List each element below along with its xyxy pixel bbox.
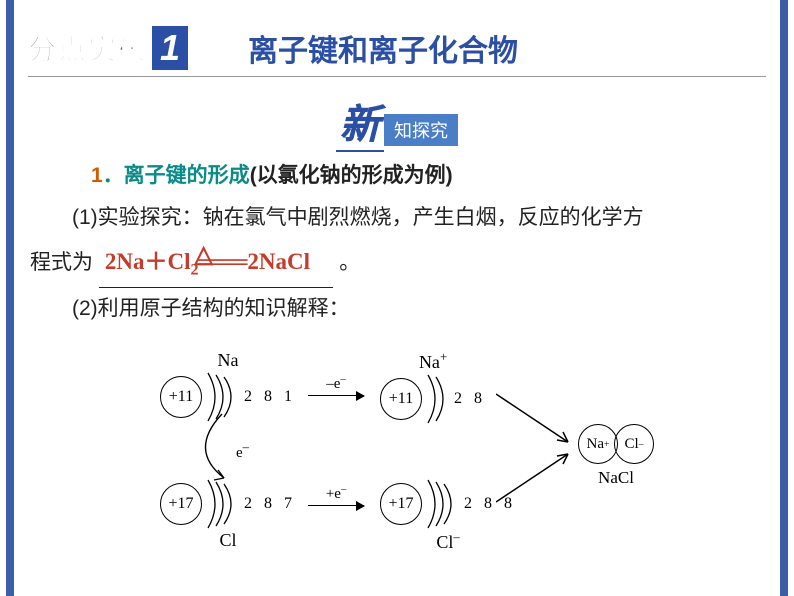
equation: 2Na＋Cl2═══2NaCl △ <box>105 249 316 274</box>
cl-label: Cl <box>160 530 296 551</box>
header: 分点突破 1 离子键和离子化合物 <box>28 26 766 77</box>
badge-num: 1 <box>152 26 188 70</box>
side-bar-left <box>6 0 14 596</box>
section-title-a: ．离子键的形成 <box>103 164 250 187</box>
equation-underline: 2Na＋Cl2═══2NaCl △ <box>99 239 334 288</box>
header-badge: 分点突破 1 <box>28 26 188 70</box>
na-plus-shells-icon <box>424 373 452 425</box>
curve-arrow: e– <box>194 410 284 493</box>
arrow-cl-label: +e– <box>326 484 346 503</box>
para1: 缩缩(1)实验探究：钠在氯气中剧烈燃烧，产生白烟，反应的化学方 <box>30 197 744 239</box>
badge-text: 分点突破 <box>28 28 148 68</box>
nacl-circles: Na+ Cl– <box>580 424 652 464</box>
para1-line2: 程式为 2Na＋Cl2═══2NaCl △ 。 <box>30 239 744 288</box>
arrow-na: –e– <box>308 374 364 396</box>
page-title: 离子键和离子化合物 <box>248 26 518 70</box>
arrow-line-icon <box>308 395 364 396</box>
para1-lead: (1)实验探究：钠在氯气中剧烈燃烧，产生白烟，反应的化学方 <box>72 206 644 229</box>
cl-minus-nucleus: +17 <box>380 483 422 525</box>
na-plus-nucleus: +11 <box>380 378 422 420</box>
section-num: 1 <box>91 164 103 187</box>
cl-minus-label: Cl– <box>380 530 516 553</box>
na-label: Na <box>160 350 296 371</box>
sub-badge-side: 知探究 <box>384 114 458 146</box>
arrow-na-label: –e– <box>326 374 345 393</box>
ion-na: Na+ <box>578 424 618 464</box>
sub-badge: 新 知探究 <box>336 92 458 152</box>
nacl-product: Na+ Cl– NaCl <box>580 424 652 488</box>
cl-electrons: 2 8 7 <box>244 495 296 513</box>
section-title: 缩1．离子键的形成(以氯化钠的形成为例) <box>70 155 744 197</box>
eq-right: 2NaCl <box>247 249 310 274</box>
section-title-paren: (以氯化钠的形成为例) <box>250 164 453 187</box>
side-bar-right <box>780 0 788 596</box>
para1-cont: 程式为 <box>30 251 93 274</box>
curve-label: e– <box>236 440 249 462</box>
na-electrons: 2 8 1 <box>244 388 296 406</box>
ion-cl: Cl– <box>614 424 654 464</box>
merge-arrows <box>496 390 586 515</box>
triangle-icon: △ <box>194 231 212 279</box>
na-plus-electrons: 2 8 <box>454 390 486 408</box>
para1-tail: 。 <box>339 251 360 274</box>
sub-badge-main: 新 <box>336 92 384 152</box>
na-plus-label: Na+ <box>380 350 486 373</box>
diagram: Na +11 2 8 1 Na+ +11 2 8 –e– +17 <box>140 350 660 580</box>
node-na-plus: Na+ +11 2 8 <box>380 350 486 425</box>
cl-minus-shells-icon <box>424 478 462 530</box>
nacl-label: NaCl <box>598 468 634 488</box>
para2: 缩缩(2)利用原子结构的知识解释： <box>30 288 744 330</box>
eq-left: 2Na＋Cl <box>105 249 191 274</box>
content: 缩1．离子键的形成(以氯化钠的形成为例) 缩缩(1)实验探究：钠在氯气中剧烈燃烧… <box>70 155 744 330</box>
arrow-cl: +e– <box>308 484 364 506</box>
arrow-line-icon-2 <box>308 505 364 506</box>
